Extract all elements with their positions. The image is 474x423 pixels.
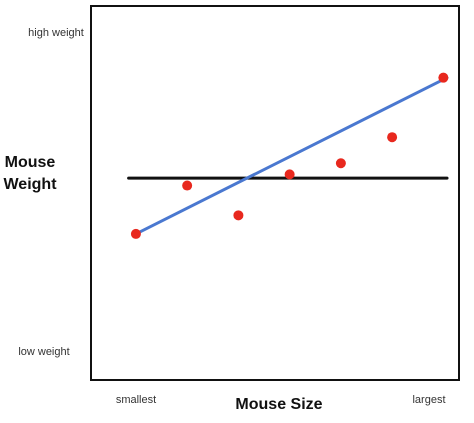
data-point [182,180,193,191]
data-point [284,169,295,180]
y-axis-title: Mouse Weight [3,154,57,193]
x-tick-label-min: smallest [116,394,156,406]
data-point [438,72,449,83]
y-tick-label-low: low weight [18,346,69,358]
plot-frame [90,5,460,381]
data-point [387,132,398,143]
y-tick-label-high: high weight [28,27,84,39]
y-axis-title-line: Mouse [5,154,56,171]
x-tick-label-max: largest [412,394,445,406]
y-axis-title-line: Weight [3,176,57,193]
data-point [130,228,141,239]
data-point [233,210,244,221]
fit-line [134,76,449,236]
data-points-layer [130,72,449,239]
x-axis-title: Mouse Size [235,396,322,413]
data-point [335,158,346,169]
